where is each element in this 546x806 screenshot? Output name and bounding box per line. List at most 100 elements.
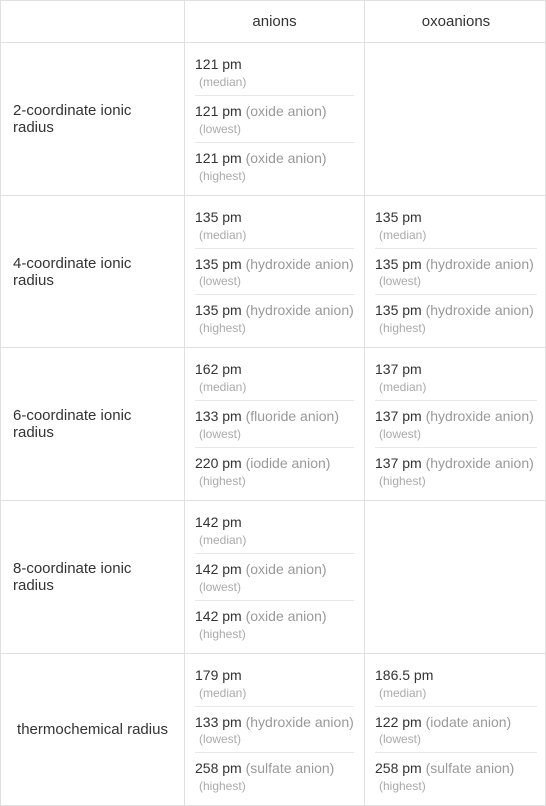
entry: 121 pm (oxide anion)(highest) [195,142,354,189]
entry-species: (hydroxide anion) [422,455,534,471]
entry: 135 pm (hydroxide anion)(highest) [375,294,537,341]
entry-value: 135 pm [375,256,422,272]
oxoanions-cell: 186.5 pm(median)122 pm (iodate anion)(lo… [365,654,546,806]
anions-cell: 121 pm(median)121 pm (oxide anion)(lowes… [185,43,365,196]
entry-value: 135 pm [375,302,422,318]
entry-value-line: 121 pm (oxide anion) [195,102,354,121]
entry-value-line: 135 pm [375,208,537,227]
entry-value-line: 137 pm [375,360,537,379]
entry-value-line: 179 pm [195,666,354,685]
row-label: 8-coordinate ionic radius [1,501,185,654]
entry: 135 pm (hydroxide anion)(lowest) [375,248,537,295]
entry-value-line: 135 pm (hydroxide anion) [195,301,354,320]
entry-value: 220 pm [195,455,242,471]
entry-species: (sulfate anion) [422,760,515,776]
entry-tag: (median) [195,75,354,89]
entry-species: (sulfate anion) [242,760,335,776]
entry-value-line: 135 pm (hydroxide anion) [375,255,537,274]
entry: 135 pm (hydroxide anion)(highest) [195,294,354,341]
entry-value: 135 pm [195,302,242,318]
entry-group: 135 pm(median)135 pm (hydroxide anion)(l… [365,196,546,348]
entry-tag: (lowest) [195,580,354,594]
entry-value-line: 142 pm (oxide anion) [195,607,354,626]
entry-tag: (lowest) [375,427,537,441]
entry: 142 pm (oxide anion)(highest) [195,600,354,647]
entry-value-line: 258 pm (sulfate anion) [195,759,354,778]
entry-tag: (lowest) [195,427,354,441]
entry-value-line: 258 pm (sulfate anion) [375,759,537,778]
entry-value: 121 pm [195,103,242,119]
entry-tag: (highest) [195,169,354,183]
entry-value-line: 186.5 pm [375,666,537,685]
entry-tag: (highest) [195,321,354,335]
entry-value: 135 pm [375,209,422,225]
entry: 220 pm (iodide anion) (highest) [195,447,354,494]
entry: 258 pm (sulfate anion)(highest) [375,752,537,799]
entry-value: 121 pm [195,56,242,72]
entry-group: 121 pm(median)121 pm (oxide anion)(lowes… [185,43,364,195]
entry-species: (iodide anion) [242,455,331,471]
entry-species: (oxide anion) [242,608,327,624]
oxoanions-cell: 137 pm(median)137 pm (hydroxide anion)(l… [365,348,546,501]
entry-value: 137 pm [375,361,422,377]
entry-value: 142 pm [195,608,242,624]
entry-value: 258 pm [195,760,242,776]
entry-species: (oxide anion) [242,150,327,166]
entry-group: 179 pm(median)133 pm (hydroxide anion)(l… [185,654,364,806]
oxoanions-cell: 135 pm(median)135 pm (hydroxide anion)(l… [365,196,546,349]
entry-value-line: 142 pm [195,513,354,532]
anions-cell: 179 pm(median)133 pm (hydroxide anion)(l… [185,654,365,806]
entry-value-line: 137 pm (hydroxide anion) [375,454,537,473]
entry-value: 162 pm [195,361,242,377]
entry: 135 pm(median) [375,202,537,248]
entry-tag: (lowest) [195,274,354,288]
entry-value: 186.5 pm [375,667,433,683]
entry-tag: (median) [375,380,537,394]
entry-species: (hydroxide anion) [422,256,534,272]
entry: 137 pm (hydroxide anion)(highest) [375,447,537,494]
entry-species: (hydroxide anion) [242,302,354,318]
header-oxoanions: oxoanions [365,1,546,43]
ionic-radius-table: anions oxoanions 2-coordinate ionic radi… [0,0,546,806]
row-label: 2-coordinate ionic radius [1,43,185,196]
entry-value-line: 121 pm (oxide anion) [195,149,354,168]
oxoanions-cell [365,43,546,196]
entry-tag: (highest) [375,474,537,488]
anions-cell: 162 pm(median)133 pm (fluoride anion)(lo… [185,348,365,501]
entry-value: 258 pm [375,760,422,776]
entry-tag: (median) [195,228,354,242]
entry: 121 pm (median) [195,49,354,95]
entry: 133 pm (hydroxide anion)(lowest) [195,706,354,753]
entry-tag: (lowest) [195,122,354,136]
entry-tag: (lowest) [195,732,354,746]
entry-value: 121 pm [195,150,242,166]
entry-species: (iodate anion) [422,714,512,730]
entry-tag: (median) [375,686,537,700]
entry-value: 179 pm [195,667,242,683]
entry-value-line: 137 pm (hydroxide anion) [375,407,537,426]
entry-value-line: 121 pm [195,55,354,74]
entry-species: (oxide anion) [242,103,327,119]
entry-value: 133 pm [195,714,242,730]
entry: 135 pm(median) [195,202,354,248]
anions-cell: 142 pm(median)142 pm (oxide anion)(lowes… [185,501,365,654]
entry: 137 pm (median) [375,354,537,400]
entry-value: 135 pm [195,256,242,272]
entry-species: (hydroxide anion) [422,302,534,318]
entry-value-line: 135 pm (hydroxide anion) [375,301,537,320]
entry: 137 pm (hydroxide anion)(lowest) [375,400,537,447]
oxoanions-cell [365,501,546,654]
entry-group: 137 pm(median)137 pm (hydroxide anion)(l… [365,348,546,500]
entry-tag: (highest) [195,474,354,488]
entry-value: 122 pm [375,714,422,730]
header-anions: anions [185,1,365,43]
anions-cell: 135 pm(median)135 pm (hydroxide anion)(l… [185,196,365,349]
entry: 121 pm (oxide anion)(lowest) [195,95,354,142]
entry-value-line: 135 pm [195,208,354,227]
entry-tag: (highest) [195,779,354,793]
entry-tag: (highest) [375,779,537,793]
entry-tag: (lowest) [375,274,537,288]
entry-value-line: 133 pm (fluoride anion) [195,407,354,426]
entry-value-line: 162 pm [195,360,354,379]
row-label: thermochemical radius [1,654,185,806]
